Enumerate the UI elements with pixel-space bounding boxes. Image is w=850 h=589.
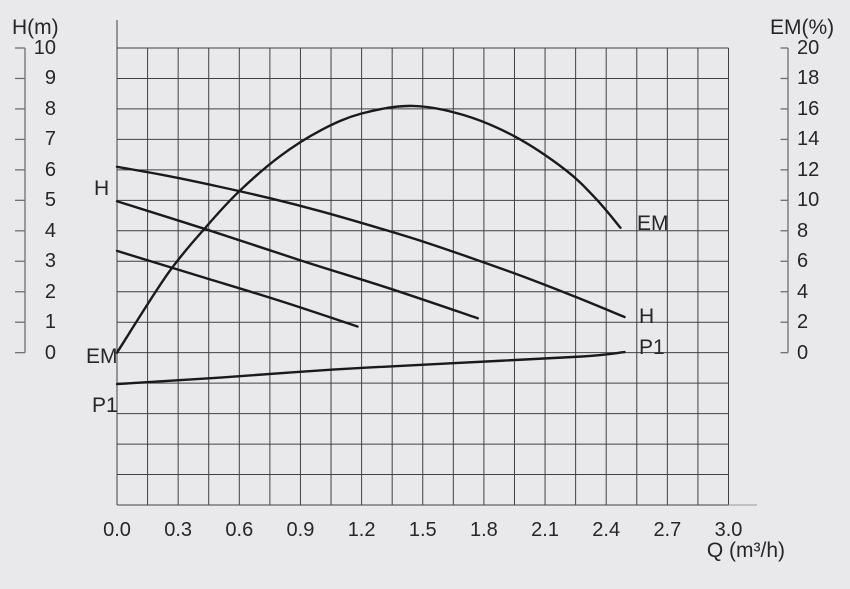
right-axis-title: EM(%)	[770, 16, 835, 39]
curve-h	[115, 165, 626, 319]
x-axis-tick-label: 2.4	[592, 519, 621, 541]
right-axis-tick-label: 16	[797, 97, 820, 120]
x-axis-tick-label: 0.9	[286, 519, 315, 541]
x-axis-tick-label: 1.8	[469, 519, 498, 541]
right-axis-tick-label: 4	[797, 280, 809, 303]
left-axis-tick-label: 1	[44, 311, 56, 334]
x-axis-tick-label: 1.5	[408, 519, 437, 541]
left-axis-tick-label: 10	[33, 37, 56, 59]
left-axis-tick-label: 8	[44, 97, 56, 120]
curve-h3	[115, 249, 359, 328]
left-axis-tick-label: 0	[44, 341, 56, 364]
x-axis-tick-label: 0.0	[103, 519, 131, 541]
x-axis-title: Q (m³/h)	[706, 539, 785, 562]
right-axis-tick-label: 2	[797, 311, 809, 334]
curve-em	[115, 104, 622, 354]
curve-label-em-left: EM	[86, 345, 118, 368]
right-axis-tick-label: 12	[797, 158, 820, 181]
right-axis-tick-label: 20	[797, 37, 820, 59]
x-axis-tick-label: 2.7	[653, 519, 682, 541]
curve-label-h-right: H	[639, 305, 655, 328]
right-axis-tick-label: 8	[797, 219, 809, 242]
right-axis-tick-label: 18	[797, 67, 820, 90]
curve-h2	[115, 200, 479, 320]
x-axis-tick-label: 2.1	[531, 519, 559, 541]
x-axis-tick-label: 3.0	[714, 519, 743, 541]
left-axis-tick-label: 7	[44, 128, 56, 151]
right-axis-tick-label: 14	[797, 128, 820, 151]
x-axis-tick-label: 0.3	[164, 519, 193, 541]
curve-label-em-right: EM	[637, 212, 669, 235]
x-axis-tick-label: 0.6	[225, 519, 254, 541]
left-axis-tick-label: 3	[44, 250, 56, 273]
x-axis-tick-label: 1.2	[347, 519, 376, 541]
left-axis-tick-label: 5	[44, 189, 56, 212]
left-axis-tick-label: 9	[44, 67, 56, 90]
left-axis-tick-label: 2	[44, 280, 56, 303]
left-axis-tick-label: 6	[44, 158, 56, 181]
right-axis-tick-label: 6	[797, 250, 809, 273]
left-axis-title: H(m)	[12, 16, 59, 39]
right-axis-tick-label: 0	[797, 341, 809, 364]
curve-label-p1-left: P1	[92, 394, 118, 417]
curve-label-h-left: H	[94, 177, 110, 200]
left-axis-tick-label: 4	[44, 219, 56, 242]
curve-p1	[115, 350, 626, 386]
curve-label-p1-right: P1	[639, 336, 665, 359]
right-axis-tick-label: 10	[797, 189, 820, 212]
